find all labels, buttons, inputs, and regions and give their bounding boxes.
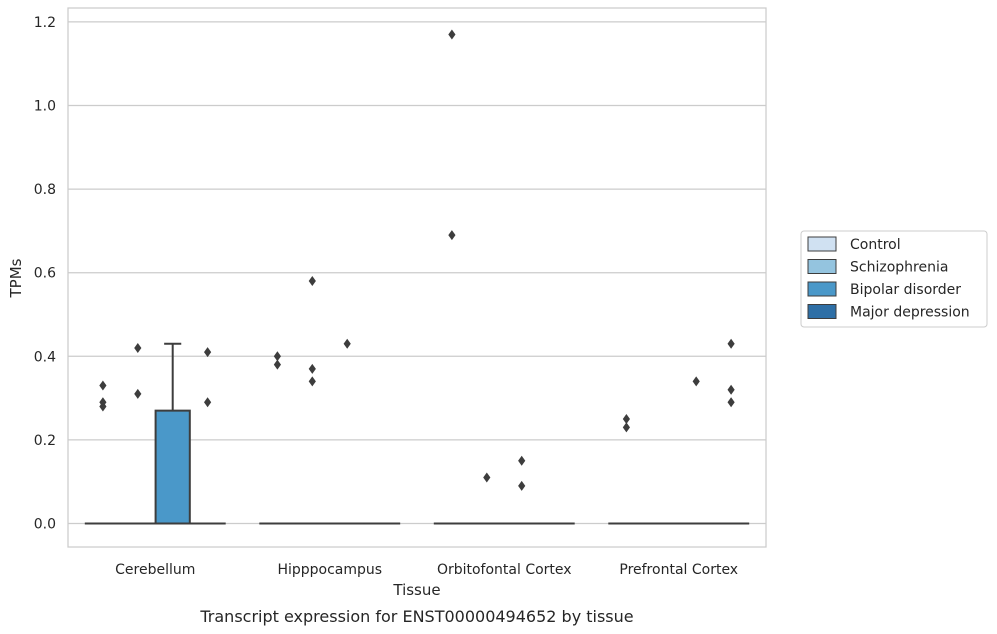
- x-axis-label: Tissue: [392, 581, 440, 599]
- outlier-point: [204, 397, 212, 408]
- y-tick-label: 0.2: [34, 433, 56, 449]
- outlier-point: [308, 376, 316, 387]
- outlier-point: [518, 455, 526, 466]
- outlier-point: [727, 338, 735, 349]
- box: [154, 409, 191, 525]
- legend-label: Control: [850, 237, 901, 253]
- outlier-point: [448, 230, 456, 241]
- legend-swatch: [807, 281, 837, 297]
- y-tick-label: 1.0: [34, 99, 56, 115]
- y-tick-label: 0.8: [34, 182, 56, 198]
- legend-frame: [800, 230, 988, 328]
- outlier-point: [273, 359, 281, 370]
- outlier-point: [343, 338, 351, 349]
- outlier-point: [99, 380, 107, 391]
- y-tick-label: 0.0: [34, 517, 56, 533]
- x-tick-label: Orbitofontal Cortex: [437, 562, 572, 578]
- outlier-point: [692, 376, 700, 387]
- y-tick-label: 1.2: [34, 15, 56, 31]
- y-axis-label: TPMs: [7, 258, 25, 298]
- legend-label: Schizophrenia: [850, 260, 948, 276]
- outlier-point: [99, 397, 107, 408]
- outlier-point: [448, 29, 456, 40]
- y-tick-labels: 0.0 0.2 0.4 0.6 0.8 1.0 1.2: [34, 15, 56, 533]
- outlier-point: [483, 472, 491, 483]
- outlier-point: [727, 397, 735, 408]
- box-marks: [84, 29, 750, 525]
- legend-swatch: [807, 236, 837, 252]
- outlier-point: [134, 388, 142, 399]
- outlier-point: [518, 480, 526, 491]
- y-tick-label: 0.4: [34, 349, 56, 365]
- plot-area-frame: [67, 7, 767, 548]
- y-tick-label: 0.6: [34, 266, 56, 282]
- outlier-point: [273, 351, 281, 362]
- outlier-point: [727, 384, 735, 395]
- x-tick-label: Prefrontal Cortex: [619, 562, 738, 578]
- x-tick-labels: Cerebellum Hipppocampus Orbitofontal Corte…: [115, 562, 738, 578]
- legend-swatch: [807, 259, 837, 274]
- chart-title: Transcript expression for ENST0000049465…: [199, 607, 633, 626]
- outlier-point: [308, 363, 316, 374]
- outlier-point: [622, 422, 630, 433]
- legend-swatch: [807, 304, 837, 319]
- legend: Control Schizophrenia Bipolar disorder Majo…: [800, 230, 988, 328]
- outlier-point: [204, 347, 212, 358]
- legend-label: Major depression: [850, 305, 970, 321]
- legend-label: Bipolar disorder: [850, 282, 961, 298]
- x-tick-label: Cerebellum: [115, 562, 195, 578]
- outlier-point: [622, 414, 630, 424]
- outlier-point: [308, 276, 316, 287]
- x-tick-label: Hipppocampus: [277, 562, 382, 578]
- outlier-point: [134, 342, 142, 353]
